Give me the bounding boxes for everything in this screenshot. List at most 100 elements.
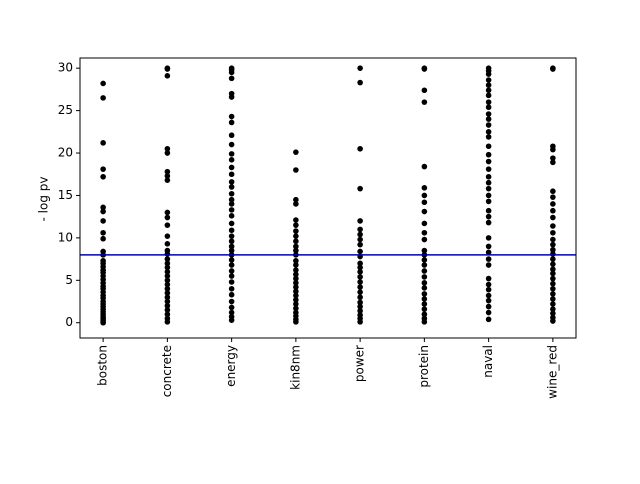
point — [421, 229, 428, 236]
point — [164, 302, 171, 309]
point — [485, 192, 492, 199]
point — [293, 280, 299, 286]
point — [550, 188, 556, 195]
point — [228, 285, 235, 292]
point — [550, 285, 556, 292]
x-tick-label: protein — [417, 345, 431, 388]
point — [357, 241, 363, 248]
point — [357, 231, 363, 238]
point — [550, 146, 556, 153]
point — [164, 290, 171, 296]
point — [550, 310, 556, 317]
point — [485, 297, 492, 304]
y-tick-label: 0 — [65, 315, 73, 329]
point — [228, 279, 235, 285]
point — [293, 301, 299, 307]
point — [293, 247, 299, 254]
point — [228, 220, 235, 227]
point — [164, 145, 171, 152]
point — [485, 173, 492, 180]
point — [485, 256, 492, 262]
point — [357, 289, 363, 295]
point — [164, 256, 171, 262]
point — [228, 196, 235, 203]
x-tick-label: naval — [481, 345, 495, 378]
point — [485, 292, 492, 299]
point — [421, 192, 428, 199]
point — [421, 99, 428, 105]
point — [485, 134, 492, 140]
point — [357, 264, 363, 271]
point — [164, 177, 171, 183]
point — [164, 269, 171, 275]
point — [228, 291, 235, 298]
point — [164, 173, 171, 179]
point — [293, 257, 299, 264]
point — [550, 318, 556, 324]
point — [100, 208, 106, 215]
point — [164, 298, 171, 305]
x-tick-label: boston — [96, 345, 110, 386]
point — [550, 280, 556, 287]
point — [164, 66, 171, 72]
y-tick-label: 10 — [58, 230, 73, 244]
point — [485, 143, 492, 150]
point — [421, 163, 428, 170]
point — [485, 281, 492, 288]
point — [485, 219, 492, 226]
point — [293, 196, 299, 203]
point — [485, 185, 492, 192]
point — [228, 171, 235, 178]
point — [164, 311, 171, 318]
point — [100, 204, 106, 211]
point — [228, 207, 235, 213]
point — [550, 241, 556, 248]
point — [550, 194, 556, 200]
point — [100, 218, 106, 224]
point — [293, 217, 299, 223]
point — [293, 271, 299, 278]
y-axis-label: - log pv — [37, 177, 51, 222]
point — [550, 201, 556, 207]
point — [421, 280, 428, 286]
point — [228, 233, 235, 239]
point — [164, 168, 171, 175]
point — [485, 111, 492, 117]
point — [421, 268, 428, 274]
point — [228, 227, 235, 234]
point — [228, 298, 235, 305]
point — [228, 317, 235, 323]
point — [357, 218, 363, 224]
point — [357, 65, 363, 71]
point — [485, 104, 492, 111]
point — [550, 266, 556, 273]
point — [100, 80, 106, 87]
point — [421, 285, 428, 291]
point — [485, 87, 492, 94]
point — [228, 213, 235, 219]
point — [100, 229, 106, 236]
point — [421, 208, 428, 215]
point — [421, 220, 428, 227]
point — [485, 82, 492, 88]
point — [421, 319, 428, 325]
point — [228, 151, 235, 157]
point — [228, 184, 235, 190]
point — [421, 301, 428, 307]
point — [485, 179, 492, 186]
point — [485, 262, 492, 268]
point — [228, 190, 235, 197]
point — [228, 69, 235, 76]
point — [228, 119, 235, 126]
point — [357, 294, 363, 301]
point — [485, 235, 492, 241]
point — [485, 243, 492, 250]
point — [421, 257, 428, 263]
point — [357, 260, 363, 267]
point — [550, 214, 556, 221]
point — [164, 264, 171, 271]
point — [550, 159, 556, 166]
point — [421, 87, 428, 94]
point — [293, 305, 299, 312]
point — [164, 319, 171, 325]
